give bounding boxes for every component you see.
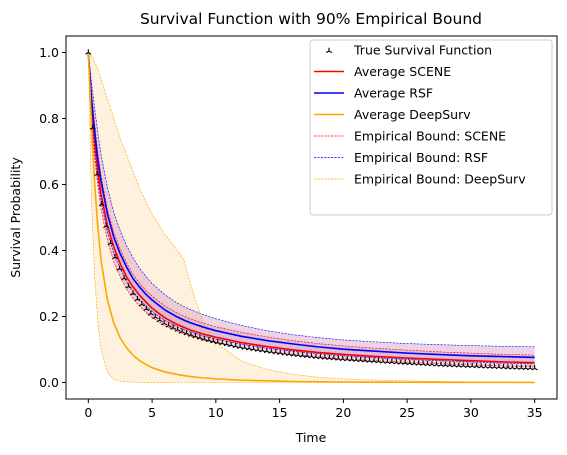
y-tick-label: 0.2 [39,309,59,324]
x-tick-label: 20 [335,405,351,420]
legend-box [309,39,553,216]
bound-line-empirical-bound-scene-upper [88,52,535,356]
x-tick-label: 15 [272,405,288,420]
x-tick-label: 5 [148,405,156,420]
chart-title: Survival Function with 90% Empirical Bou… [140,10,482,28]
legend-label-empirical-bound-scene: Empirical Bound: SCENE [354,129,506,144]
x-tick-label: 35 [527,405,543,420]
legend-label-true-survival-function: True Survival Function [353,43,492,58]
x-tick-label: 0 [84,405,92,420]
x-tick-label: 25 [399,405,415,420]
x-axis-label: Time [295,430,327,445]
bound-line-empirical-bound-rsf-upper [88,52,535,348]
series-line-average-rsf [87,52,535,359]
legend-label-average-rsf: Average RSF [354,86,433,101]
bound-line-empirical-bound-deepsurv-upper [88,52,535,383]
y-tick-label: 1.0 [39,45,59,60]
legend-label-empirical-bound-rsf: Empirical Bound: RSF [354,150,488,165]
y-axis-ticks: 0.0 0.2 0.4 0.6 0.8 1.0 [39,45,66,390]
legend-label-average-scene: Average SCENE [354,64,451,79]
legend: True Survival Function Average SCENE Avera… [309,39,553,216]
y-tick-label: 0.4 [39,243,59,258]
x-tick-label: 30 [463,405,479,420]
plot-frame [65,35,558,400]
y-axis-label: Survival Probability [8,157,23,278]
bound-line-empirical-bound-rsf-lower [88,52,535,365]
legend-swatch-true-survival-function [325,47,333,54]
legend-label-average-deepsurv: Average DeepSurv [354,107,471,122]
y-tick-label: 0.0 [39,375,59,390]
series-line-average-scene [87,52,535,364]
series-line-average-deepsurv [87,52,535,384]
x-tick-label: 10 [208,405,224,420]
bound-fill-empirical-bound-deepsurv [88,52,535,383]
y-tick-label: 0.6 [39,177,59,192]
true-survival-markers [85,49,538,371]
y-tick-label: 0.8 [39,111,59,126]
bound-line-empirical-bound-scene-lower [88,52,535,368]
series-lines [87,52,535,384]
legend-label-empirical-bound-deepsurv: Empirical Bound: DeepSurv [354,172,526,187]
x-axis-ticks: 0 5 10 15 20 25 30 35 [84,399,543,420]
true-survival-marker [85,49,538,371]
bound-fills [88,52,535,383]
